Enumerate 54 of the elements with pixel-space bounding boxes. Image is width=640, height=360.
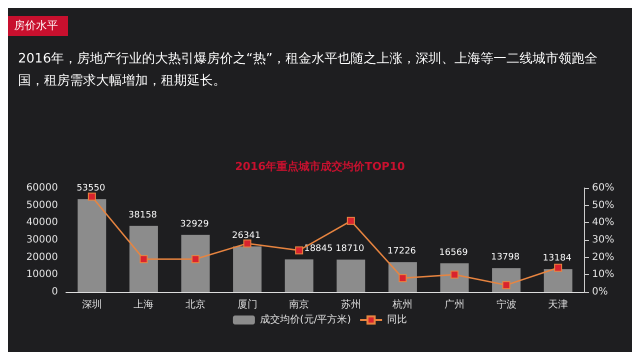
chart-subtitle: 2016年，房地产行业的大热引爆房价之“热”，租金水平也随之上涨，深圳、上海等一二线城市领跑全国，租房需求大幅增加，租期延长。 — [18, 50, 598, 88]
bar — [78, 199, 106, 292]
point — [140, 255, 148, 264]
data-label: 16569 — [439, 248, 468, 258]
x-tick-label: 苏州 — [340, 298, 361, 310]
point — [192, 255, 200, 264]
y2-tick-label: 30% — [592, 234, 614, 246]
data-label: 13184 — [542, 254, 572, 264]
bar — [336, 260, 366, 292]
data-label: 26341 — [232, 230, 261, 241]
data-label: 18845 — [304, 244, 333, 254]
y-tick-label: 30000 — [26, 234, 58, 246]
x-tick-label: 宁波 — [496, 298, 516, 310]
x-tick-label: 北京 — [186, 298, 206, 310]
bar — [284, 259, 314, 292]
x-tick-label: 天津 — [548, 298, 568, 310]
bar — [544, 269, 572, 292]
x-tick-label: 上海 — [134, 298, 154, 310]
data-label: 17226 — [387, 246, 416, 257]
data-label: 53550 — [76, 184, 106, 194]
legend-label: 同比 — [387, 314, 408, 326]
data-label: 13798 — [490, 252, 520, 263]
y2-tick-label: 10% — [592, 269, 614, 280]
y-tick-label: 50000 — [26, 200, 58, 211]
y-tick-label: 10000 — [26, 269, 58, 280]
y2-tick-label: 50% — [592, 200, 614, 211]
data-label: 38158 — [128, 210, 158, 220]
y2-tick-label: 60% — [592, 182, 614, 194]
point — [346, 216, 355, 225]
x-tick-label: 南京 — [289, 298, 310, 310]
text: 房价水平 — [14, 19, 58, 32]
x-tick-label: 杭州 — [392, 298, 413, 310]
point — [295, 246, 304, 254]
x-tick-label: 深圳 — [82, 298, 102, 310]
x-tick-label: 厦门 — [237, 298, 258, 310]
point — [243, 239, 252, 248]
data-label: 32929 — [180, 219, 210, 230]
chart-title: 2016年重点城市成交均价TOP10 — [235, 160, 406, 173]
bar — [181, 234, 210, 292]
data-label: 18710 — [336, 244, 364, 254]
legend-label: 成交均价(元/平方米) — [260, 314, 352, 326]
point — [88, 192, 96, 201]
point — [502, 281, 510, 290]
y2-tick-label: 40% — [592, 217, 614, 228]
y2-tick-label: 0% — [592, 286, 608, 298]
x-tick-label: 广州 — [444, 298, 464, 310]
y-tick-label: 40000 — [26, 217, 58, 228]
y-tick-label: 20000 — [26, 252, 58, 263]
y-tick-label: 60000 — [26, 182, 58, 194]
bar — [129, 226, 158, 292]
y2-tick-label: 20% — [592, 252, 614, 263]
bar — [233, 246, 262, 292]
point — [554, 264, 562, 272]
y-tick-label: 0 — [52, 286, 58, 298]
